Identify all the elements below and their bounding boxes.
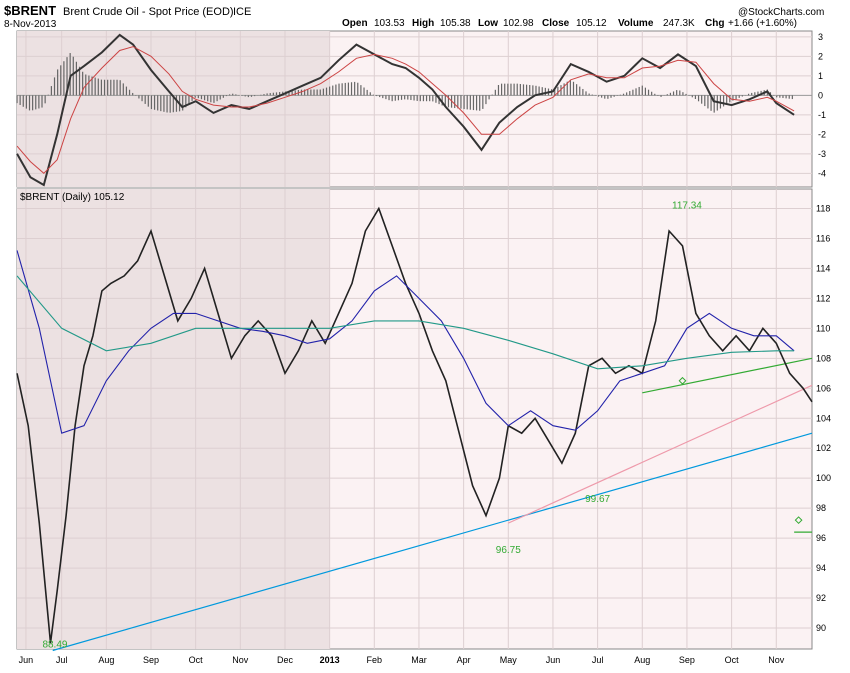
x-tick-label: Jul	[592, 655, 604, 665]
price-y-tick-label: 98	[816, 503, 826, 513]
x-tick-label: Jun	[19, 655, 34, 665]
close-value: 105.12	[576, 18, 607, 29]
price-annotation-label: 88.49	[42, 640, 67, 651]
close-label: Close	[542, 18, 570, 29]
macd-y-tick-label: -4	[818, 168, 826, 178]
watermark: @StockCharts.com	[738, 7, 824, 18]
open-value: 103.53	[374, 18, 405, 29]
quote-bar: Open 103.53 High 105.38 Low 102.98 Close…	[342, 18, 797, 29]
trendline	[642, 357, 813, 394]
price-panel-label: $BRENT (Daily) 105.12	[20, 192, 125, 203]
volume-value: 247.3K	[663, 18, 695, 29]
series-ma200-line	[16, 275, 795, 370]
macd-macd-line	[16, 33, 795, 187]
price-annotations: 117.34 99.67 96.75 88.49	[42, 200, 702, 650]
low-label: Low	[478, 18, 498, 29]
trendline	[508, 384, 813, 524]
price-annotation-label: 117.34	[672, 200, 702, 211]
price-y-tick-label: 96	[816, 533, 826, 543]
price-y-tick-label: 90	[816, 623, 826, 633]
price-y-axis: 118 116 114 112 110 108 106 104 102 100 98 96 94 92 90	[816, 203, 831, 633]
macd-y-tick-label: 1	[818, 71, 823, 81]
macd-y-tick-label: -2	[818, 129, 826, 139]
macd-lines	[16, 33, 795, 187]
x-tick-label: Sep	[679, 655, 695, 665]
x-tick-label: Sep	[143, 655, 159, 665]
series-ma50-line	[16, 250, 795, 434]
instrument-name: Brent Crude Oil - Spot Price (EOD)	[63, 6, 234, 18]
price-y-tick-label: 92	[816, 593, 826, 603]
volume-label: Volume	[618, 18, 654, 29]
price-y-tick-label: 118	[816, 203, 830, 213]
macd-panel: 3 2 1 0 -1 -2 -3 -4	[16, 30, 826, 188]
x-tick-label: Nov	[768, 655, 785, 665]
price-y-tick-label: 112	[816, 293, 830, 303]
macd-y-tick-label: 3	[818, 32, 823, 42]
x-tick-label: Mar	[411, 655, 427, 665]
price-y-tick-label: 108	[816, 353, 831, 363]
x-tick-label: Jul	[56, 655, 68, 665]
x-tick-label: Apr	[457, 655, 471, 665]
x-tick-label: Dec	[277, 655, 294, 665]
open-label: Open	[342, 18, 368, 29]
price-history-shade	[17, 189, 330, 649]
price-lines	[16, 206, 813, 644]
x-tick-label: Oct	[189, 655, 204, 665]
macd-y-tick-label: -1	[818, 110, 826, 120]
price-y-tick-label: 116	[816, 233, 830, 243]
macd-y-tick-label: 0	[818, 90, 823, 100]
x-tick-label: Aug	[634, 655, 650, 665]
price-y-tick-label: 114	[816, 263, 830, 273]
price-y-tick-label: 100	[816, 473, 831, 483]
macd-y-tick-label: -3	[818, 149, 826, 159]
price-panel: 117.34 99.67 96.75 88.49 118 116 114 112 110 108…	[16, 188, 831, 665]
x-tick-label: 2013	[320, 655, 340, 665]
x-tick-label: Jun	[546, 655, 561, 665]
price-annotation-label: 99.67	[585, 494, 610, 505]
high-value: 105.38	[440, 18, 471, 29]
macd-y-tick-label: 2	[818, 51, 823, 61]
x-tick-label: Nov	[232, 655, 249, 665]
trendlines	[52, 357, 813, 652]
pattern-marker-diamond	[794, 516, 803, 525]
high-label: High	[412, 18, 434, 29]
trendline	[52, 432, 813, 652]
chg-label: Chg	[705, 18, 724, 29]
price-gridlines	[17, 189, 812, 649]
ticker-symbol: $BRENT	[4, 3, 56, 18]
macd-y-axis: 3 2 1 0 -1 -2 -3 -4	[818, 32, 826, 179]
macd-signal-line	[16, 46, 795, 174]
exchange-label: ICE	[233, 6, 251, 18]
price-x-axis: Jun Jul Aug Sep Oct Nov Dec 2013 Feb Mar Apr May Jun…	[19, 655, 785, 665]
x-tick-label: May	[500, 655, 518, 665]
price-annotation-label: 96.75	[496, 545, 521, 556]
low-value: 102.98	[503, 18, 534, 29]
pattern-marker-diamond	[678, 376, 687, 385]
price-y-tick-label: 94	[816, 563, 826, 573]
x-tick-label: Aug	[98, 655, 114, 665]
x-tick-label: Oct	[725, 655, 740, 665]
chg-value: +1.66 (+1.60%)	[728, 18, 797, 29]
chart-date: 8-Nov-2013	[4, 19, 57, 30]
price-y-tick-label: 104	[816, 413, 831, 423]
price-y-tick-label: 106	[816, 383, 831, 393]
series-price-line	[16, 206, 813, 644]
price-y-tick-label: 110	[816, 323, 830, 333]
x-tick-label: Feb	[367, 655, 383, 665]
price-y-tick-label: 102	[816, 443, 831, 453]
macd-histogram	[16, 53, 793, 113]
